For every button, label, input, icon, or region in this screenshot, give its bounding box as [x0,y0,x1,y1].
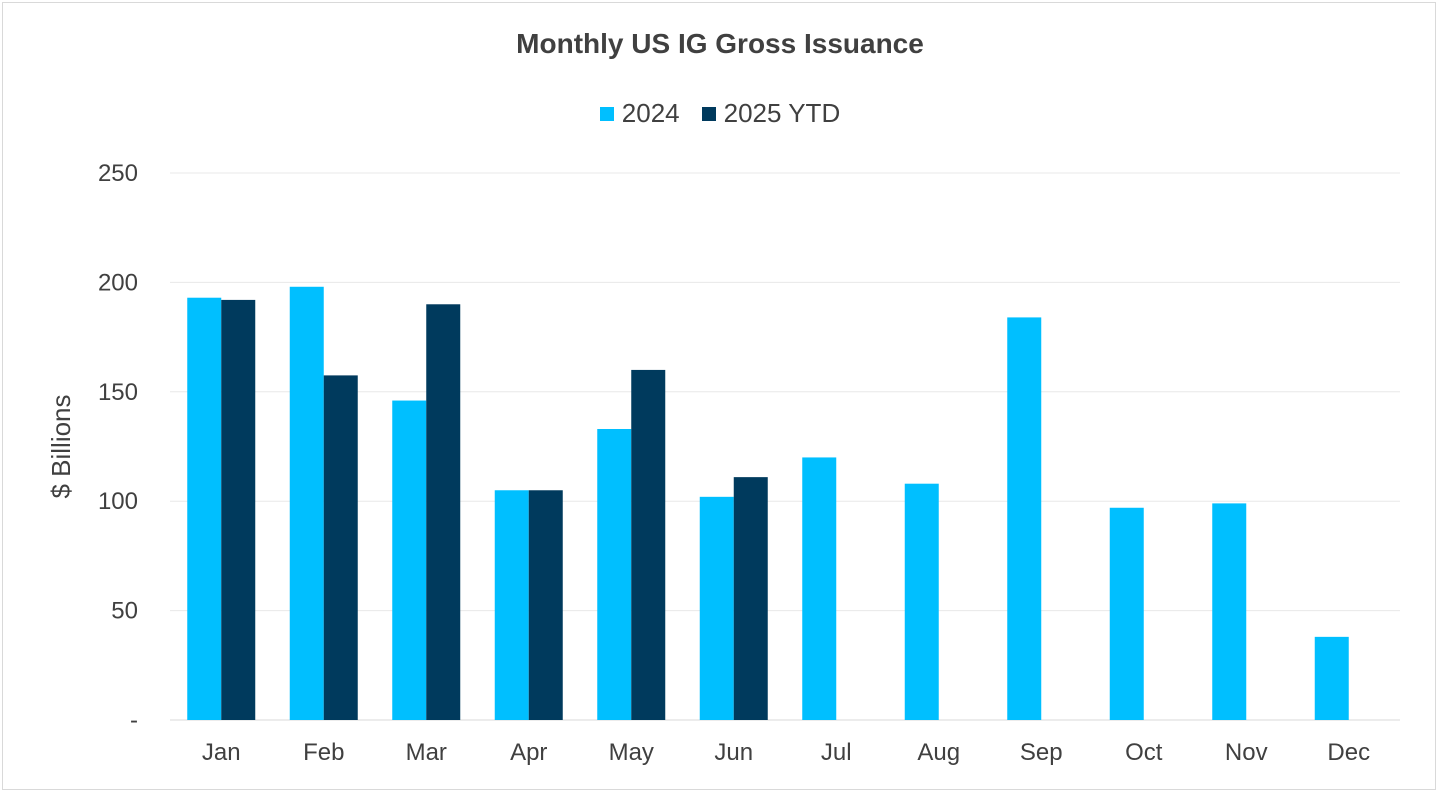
x-tick-label: Jul [821,739,852,766]
x-tick-label: Jun [714,739,753,766]
x-tick-label: Jan [202,739,241,766]
bar-2024-sep [1007,317,1042,720]
bar-2024-nov [1212,503,1247,720]
y-tick-label: 250 [98,160,138,187]
bar-2024-apr [494,490,529,720]
legend-swatch-2025 [701,106,716,121]
bar-2025-may [631,369,666,720]
y-tick-label: - [130,707,138,734]
bar-2025-feb [323,375,358,720]
bar-2024-mar [392,400,427,720]
legend-item-2025: 2025 YTD [701,98,841,129]
legend-label-2024: 2024 [621,98,680,128]
bar-2024-may [597,428,632,720]
legend: 2024 2025 YTD [0,98,1440,129]
x-tick-label: Feb [303,739,344,766]
bar-2024-aug [904,483,939,720]
chart-title: Monthly US IG Gross Issuance [516,28,924,59]
x-tick-label: Mar [406,739,447,766]
bar-2024-oct [1109,507,1144,720]
x-tick-label: Aug [917,739,960,766]
x-tick-label: Oct [1125,739,1163,766]
y-tick-label: 100 [98,488,138,515]
x-tick-label: May [609,739,654,766]
x-tick-label: Sep [1020,739,1063,766]
bar-2024-jul [802,457,837,720]
bar-2025-jan [221,299,256,720]
legend-swatch-2024 [599,106,614,121]
y-axis-label: $ Billions [46,394,76,498]
legend-item-2024: 2024 [599,98,680,129]
y-tick-label: 150 [98,379,138,406]
legend-label-2025: 2025 YTD [723,98,841,128]
x-tick-label: Dec [1327,739,1370,766]
bar-2025-mar [426,304,461,720]
y-tick-label: 50 [111,598,138,625]
x-tick-label: Nov [1225,739,1268,766]
y-tick-label: 200 [98,269,138,296]
bar-2025-jun [733,477,768,720]
bar-2024-jan [187,297,222,720]
x-tick-label: Apr [510,739,547,766]
bar-2024-feb [289,286,324,720]
bar-2024-jun [699,496,734,720]
bar-2025-apr [528,490,563,720]
bar-2024-dec [1314,636,1349,720]
